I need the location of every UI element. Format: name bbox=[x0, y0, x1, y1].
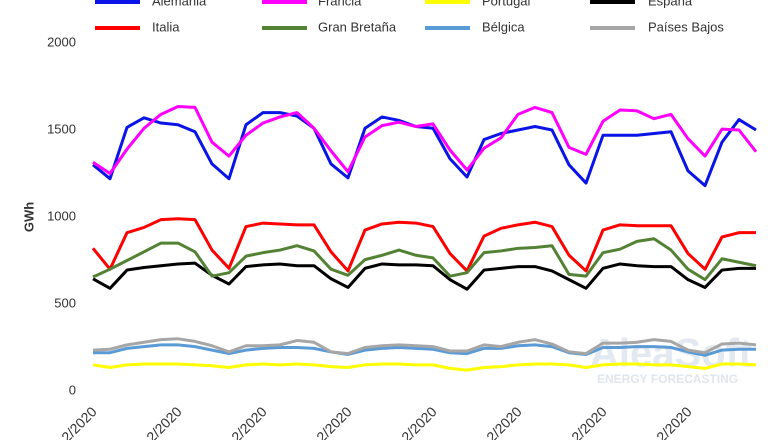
x-tick-label: 2/2020 bbox=[398, 403, 440, 440]
y-tick-label: 1000 bbox=[47, 208, 76, 223]
x-tick-label: 2/2020 bbox=[228, 403, 270, 440]
y-tick-label: 2000 bbox=[47, 34, 76, 49]
series-line bbox=[92, 111, 757, 188]
legend-label: Alemania bbox=[152, 0, 207, 8]
watermark-sub: ENERGY FORECASTING bbox=[597, 372, 738, 386]
y-axis-label: GWh bbox=[21, 202, 36, 232]
y-tick-label: 500 bbox=[54, 295, 76, 310]
x-tick-label: 2/2020 bbox=[58, 403, 100, 440]
legend-label: Países Bajos bbox=[648, 19, 724, 34]
legend-label: Italia bbox=[152, 19, 180, 34]
x-tick-label: 2/2020 bbox=[483, 403, 525, 440]
series-line bbox=[91, 217, 756, 273]
series-line bbox=[92, 337, 757, 356]
watermark: AleaSoft bbox=[590, 332, 752, 376]
x-tick-label: 2/2020 bbox=[313, 403, 355, 440]
legend-label: Bélgica bbox=[482, 19, 525, 34]
series-line bbox=[92, 362, 757, 372]
y-tick-label: 0 bbox=[69, 382, 76, 397]
series-line bbox=[92, 237, 757, 282]
series-line bbox=[92, 261, 756, 291]
legend-label: Portugal bbox=[482, 0, 531, 8]
legend-label: Francia bbox=[318, 0, 362, 8]
legend-label: Gran Bretaña bbox=[318, 19, 397, 34]
x-tick-label: 2/2020 bbox=[143, 403, 185, 440]
x-tick-label: 2/2020 bbox=[568, 403, 610, 440]
x-tick-label: 2/2020 bbox=[653, 403, 695, 440]
series-line bbox=[93, 343, 756, 357]
y-tick-label: 1500 bbox=[47, 121, 76, 136]
legend-label: España bbox=[648, 0, 693, 8]
series-line bbox=[92, 105, 758, 175]
